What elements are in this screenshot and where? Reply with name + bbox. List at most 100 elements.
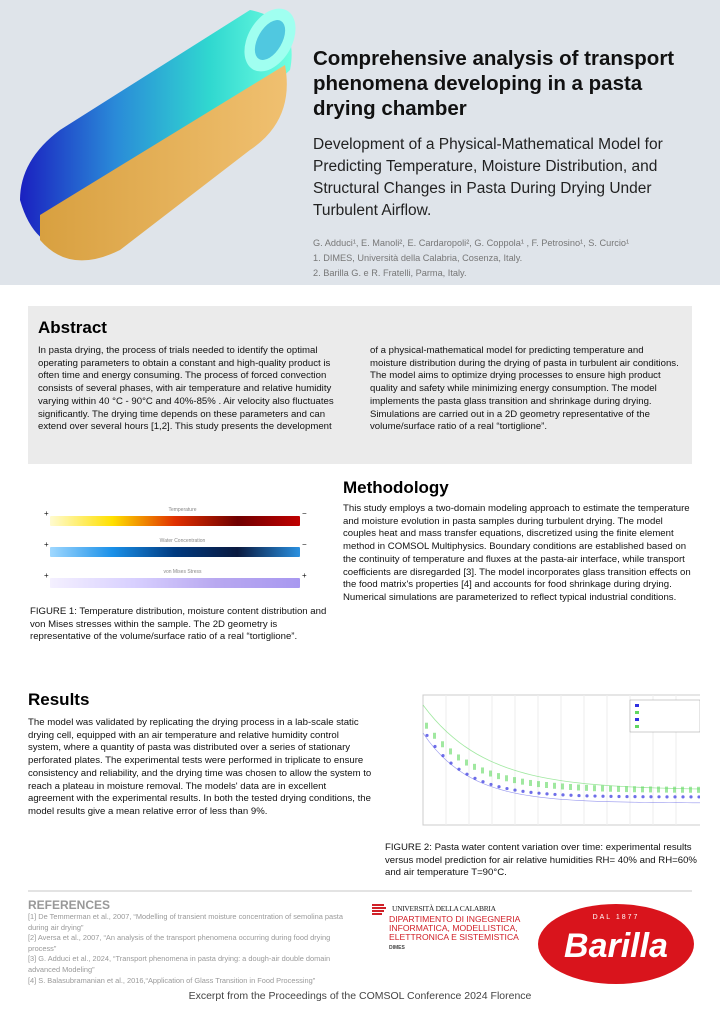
data-point-rh60 [681,786,684,793]
data-point-rh60 [433,732,436,739]
data-point-rh40 [681,795,685,799]
methodology-heading: Methodology [343,478,449,497]
legend-marker [635,711,639,714]
data-point-rh40 [529,790,533,794]
abstract-text-col2: of a physical-mathematical model for pre… [370,345,679,433]
figure-1-colorbar [50,547,300,557]
data-point-rh60 [617,785,620,792]
data-point-rh40 [641,795,645,799]
university-name: UNIVERSITÀ DELLA CALABRIA [392,904,496,913]
data-point-rh40 [577,793,581,798]
data-point-rh40 [585,794,589,798]
data-point-rh40 [449,761,453,765]
data-point-rh60 [529,779,532,786]
legend-marker [635,704,639,707]
legend-marker [635,718,639,721]
data-point-rh60 [601,785,604,792]
data-point-rh60 [481,767,484,774]
data-point-rh40 [545,792,549,796]
reference-item: [2] Aversa et al., 2007, “An analysis of… [28,933,331,953]
data-point-rh60 [689,786,692,793]
results-heading: Results [28,690,90,709]
affiliation: 2. Barilla G. e R. Fratelli, Parma, Ital… [313,268,467,278]
data-point-rh60 [513,777,516,784]
unical-emblem-icon [372,904,386,915]
figure-1-caption: FIGURE 1: Temperature distribution, mois… [30,606,327,643]
data-point-rh60 [569,783,572,790]
data-point-rh60 [561,783,564,790]
methodology-text: This study employs a two-domain modeling… [343,503,691,603]
data-point-rh60 [425,722,428,729]
data-point-rh40 [697,795,700,799]
barilla-logo: DAL 1877 Barilla [538,904,694,984]
references-heading: REFERENCES [28,898,111,912]
data-point-rh60 [641,786,644,793]
data-point-rh40 [673,795,677,799]
poster-title: Comprehensive analysis of transport phen… [313,47,675,120]
data-point-rh40 [561,793,565,797]
data-point-rh60 [545,781,548,788]
figure-1: Temperature + − Water Concentration + − von Mi… [30,482,335,602]
data-point-rh40 [521,789,525,793]
data-point-rh40 [609,794,613,798]
data-point-rh60 [665,786,668,793]
reference-item: [3] G. Adduci et al., 2024, “Transport p… [28,954,331,974]
data-point-rh40 [553,792,557,797]
data-point-rh60 [649,786,652,793]
author-block: G. Adduci¹, E. Manoli², E. Cardaropoli²,… [313,236,629,281]
figure-1-colorbar [50,578,300,588]
data-point-rh40 [625,794,629,799]
data-point-rh40 [489,782,493,787]
abstract-section [28,306,692,464]
data-point-rh60 [521,778,524,785]
data-point-rh40 [441,754,445,758]
data-point-rh60 [505,775,508,782]
abstract-text-col1: In pasta drying, the process of trials n… [38,345,334,433]
data-point-rh40 [601,794,605,798]
data-point-rh40 [689,795,693,799]
data-point-rh40 [617,794,621,799]
data-point-rh40 [593,794,597,798]
model-curve-rh40 [422,732,700,804]
data-point-rh60 [537,781,540,788]
reference-item: [1] De Temmerman et al., 2007, “Modellin… [28,912,343,932]
figure-1-bar-label: von Mises Stress [163,569,202,575]
data-point-rh40 [497,785,501,789]
figure-1-sign: + [44,540,49,549]
figure-1-sign: + [302,571,307,580]
data-point-rh60 [553,782,556,789]
figure-1-sign: + [44,509,49,518]
references-list: [1] De Temmerman et al., 2007, “Modellin… [28,912,358,986]
abstract-heading: Abstract [38,318,107,337]
data-point-rh40 [481,780,485,784]
figure-2-plot [422,694,700,826]
data-point-rh60 [489,770,492,777]
data-point-rh40 [433,744,437,749]
department-name: DIPARTIMENTO DI INGEGNERIA INFORMATICA, … [389,914,520,942]
data-point-rh40 [665,795,669,799]
data-point-rh40 [473,776,477,780]
figure-1-bar-label: Water Concentration [159,538,206,544]
data-point-rh40 [505,786,509,791]
data-point-rh60 [457,754,460,761]
authors: G. Adduci¹, E. Manoli², E. Cardaropoli²,… [313,238,630,248]
data-point-rh60 [633,786,636,793]
data-point-rh40 [513,788,517,792]
figure-1-sign: − [302,540,307,549]
data-point-rh60 [673,786,676,793]
data-point-rh60 [465,759,468,766]
barilla-wordmark: Barilla [564,927,668,965]
data-point-rh40 [537,791,541,795]
data-point-rh40 [425,733,429,738]
unical-dimes-logo: UNIVERSITÀ DELLA CALABRIA DIPARTIMENTO D… [372,904,532,951]
data-point-rh60 [497,773,500,780]
data-point-rh60 [577,784,580,791]
data-point-rh40 [457,767,461,771]
data-point-rh60 [697,786,700,793]
data-point-rh40 [633,795,637,799]
pasta-tube-image [20,8,296,261]
figure-2-caption: FIGURE 2: Pasta water content variation … [385,842,697,879]
legend-marker [635,725,639,728]
data-point-rh40 [465,772,469,776]
figure-1-sign: − [302,509,307,518]
